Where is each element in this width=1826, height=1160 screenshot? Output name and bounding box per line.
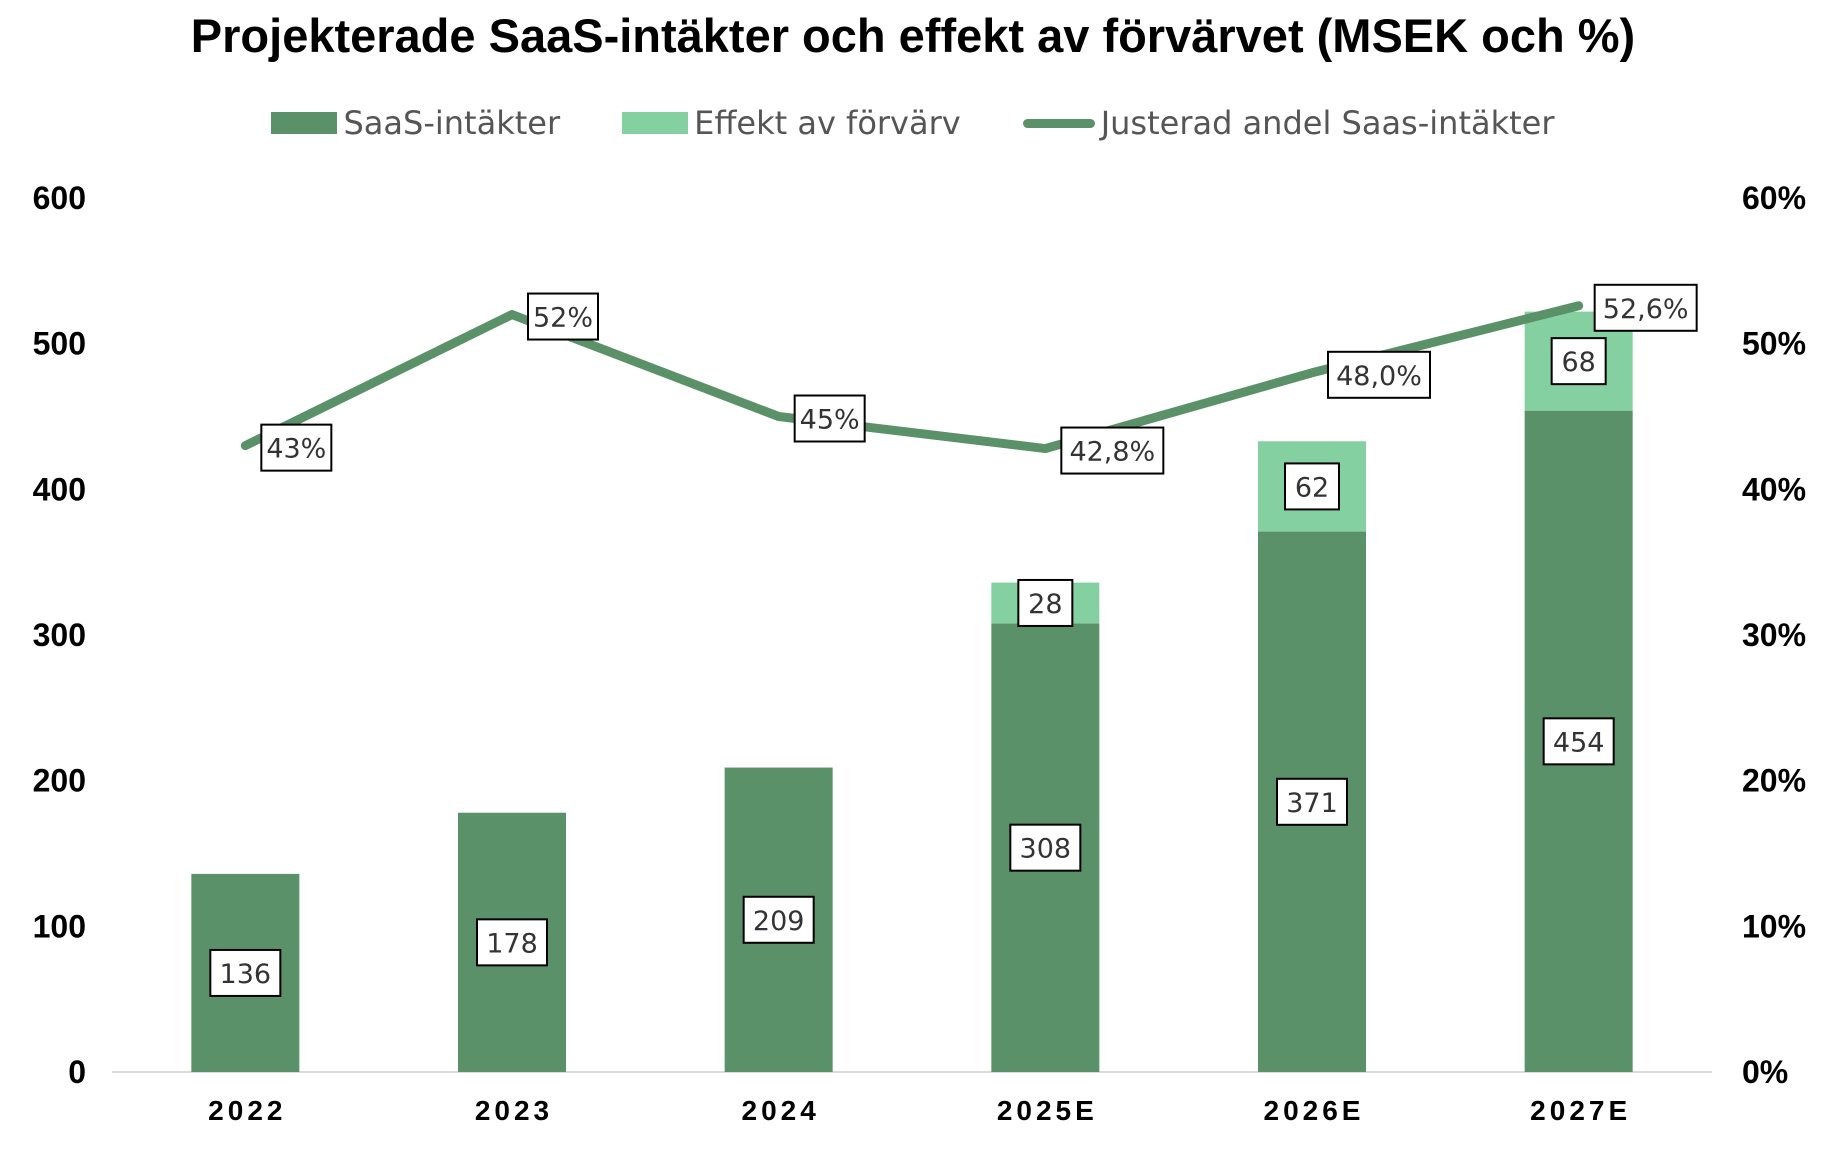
y-right-tick-label: 40% (1742, 471, 1806, 507)
data-label-saas: 454 (1553, 727, 1605, 758)
y-right-tick-label: 0% (1742, 1054, 1788, 1090)
line-point (1044, 447, 1047, 450)
line-point (244, 444, 247, 447)
data-label-saas: 371 (1286, 788, 1338, 819)
data-label-acquisition: 62 (1295, 472, 1329, 503)
legend-label-share: Justerad andel Saas-intäkter (1100, 104, 1555, 142)
data-label-acquisition: 28 (1028, 589, 1062, 620)
data-label-acquisition: 68 (1561, 347, 1595, 378)
y-left-tick-label: 200 (33, 763, 86, 799)
x-tick-label: 2023 (475, 1095, 553, 1126)
data-label-share-box (793, 394, 866, 443)
line-point (511, 313, 513, 316)
data-label-share-box (1593, 283, 1698, 332)
data-label-share: 42,8% (1069, 437, 1155, 468)
data-label-share-box (1327, 350, 1431, 399)
y-left-tick-label: 300 (33, 617, 86, 653)
y-right-tick-label: 60% (1742, 180, 1806, 216)
data-label-share: 52,6% (1603, 294, 1689, 325)
legend-item-saas: SaaS-intäkter (271, 104, 560, 142)
legend-label-acquisition: Effekt av förvärv (694, 104, 961, 142)
data-label-saas-box (1276, 777, 1348, 826)
x-tick-label: 2024 (742, 1095, 820, 1126)
data-label-saas: 178 (486, 928, 538, 959)
data-label-share: 48,0% (1336, 361, 1422, 392)
y-left-tick-label: 600 (33, 180, 86, 216)
data-label-share-box (1060, 426, 1165, 475)
legend-item-acquisition: Effekt av förvärv (622, 104, 961, 142)
data-label-acquisition-box (1284, 462, 1340, 511)
data-label-share-box (527, 292, 599, 341)
data-label-saas: 308 (1020, 834, 1072, 865)
legend-item-share: Justerad andel Saas-intäkter (1022, 104, 1555, 142)
line-point (1577, 304, 1580, 307)
x-tick-label: 2025E (997, 1095, 1098, 1126)
x-tick-label: 2027E (1530, 1095, 1631, 1126)
data-label-acquisition-box (1550, 337, 1607, 386)
data-label-share: 43% (266, 434, 326, 465)
y-right-tick-label: 50% (1742, 326, 1806, 362)
data-label-share: 52% (533, 303, 593, 334)
data-label-saas-box (476, 918, 548, 967)
legend: SaaS-intäkter Effekt av förvärv Justerad… (0, 104, 1826, 142)
data-label-saas: 209 (753, 906, 805, 937)
y-left-tick-label: 100 (33, 908, 86, 944)
data-label-saas-box (1542, 717, 1615, 766)
legend-swatch-acquisition (622, 112, 689, 134)
data-label-saas-box (1009, 823, 1082, 872)
y-left-tick-label: 0 (68, 1054, 86, 1090)
data-label-share-box (260, 423, 333, 472)
x-tick-label: 2026E (1264, 1095, 1365, 1126)
y-right-tick-label: 30% (1742, 617, 1806, 653)
data-label-saas: 136 (220, 959, 272, 990)
legend-swatch-share (1022, 118, 1095, 128)
data-label-acquisition-box (1017, 578, 1074, 627)
line-point (1311, 371, 1313, 374)
data-label-saas-box (742, 895, 815, 944)
y-left-tick-label: 400 (33, 471, 86, 507)
data-label-share: 45% (800, 405, 860, 436)
chart-title: Projekterade SaaS-intäkter och effekt av… (190, 9, 1636, 62)
legend-swatch-saas (271, 112, 338, 134)
y-right-tick-label: 20% (1742, 763, 1806, 799)
y-left-tick-label: 500 (33, 326, 86, 362)
legend-label-saas: SaaS-intäkter (343, 104, 561, 142)
y-right-tick-label: 10% (1742, 908, 1806, 944)
data-label-saas-box (209, 948, 282, 997)
line-point (777, 415, 780, 418)
x-tick-label: 2022 (208, 1095, 286, 1126)
